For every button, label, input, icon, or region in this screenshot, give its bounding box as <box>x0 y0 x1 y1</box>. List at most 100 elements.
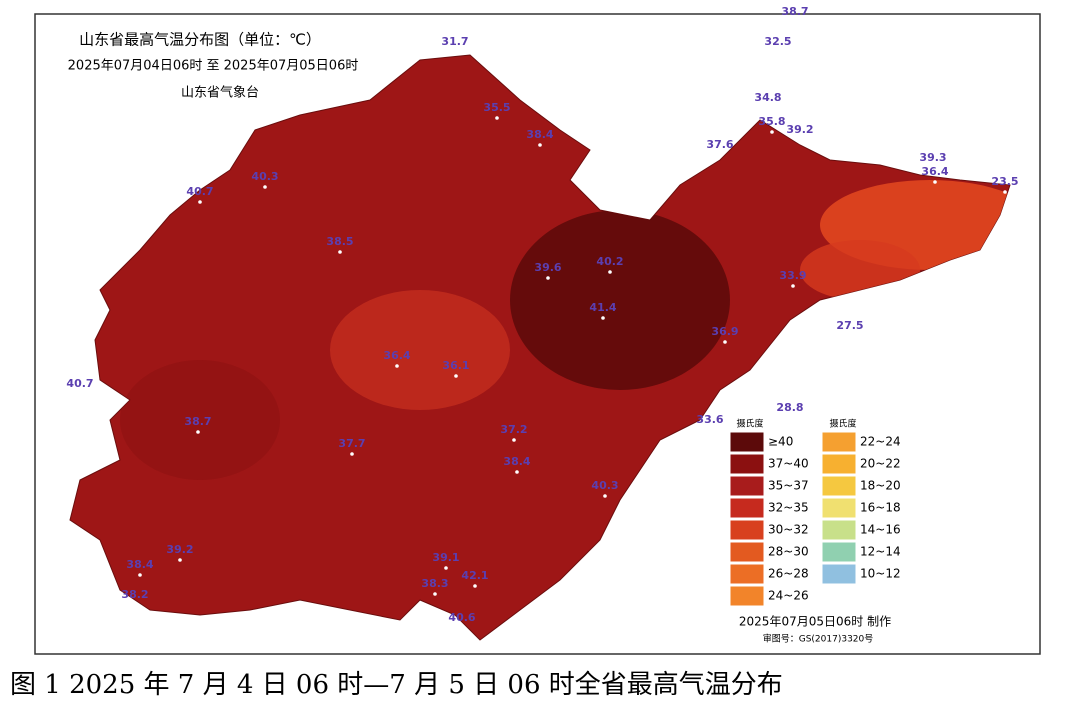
station-value: 39.2 <box>166 543 193 556</box>
station-value: 33.9 <box>779 269 806 282</box>
station-dot <box>793 20 797 24</box>
legend-label: 20~22 <box>860 457 901 471</box>
station-dot <box>601 316 605 320</box>
station-value: 34.8 <box>754 91 781 104</box>
map-period: 2025年07月04日06时 至 2025年07月05日06时 <box>68 59 359 74</box>
station-dot <box>848 334 852 338</box>
station-value: 40.6 <box>448 611 475 624</box>
station-value: 38.4 <box>126 558 153 571</box>
station-value: 36.4 <box>921 165 948 178</box>
station-dot <box>263 185 267 189</box>
legend-label: 22~24 <box>860 435 901 449</box>
station-dot <box>198 200 202 204</box>
legend-swatch <box>821 497 857 519</box>
legend-swatch <box>729 563 765 585</box>
station-dot <box>1003 190 1007 194</box>
station-value: 23.5 <box>991 175 1018 188</box>
map-review-number: 审图号：GS(2017)3320号 <box>763 633 874 645</box>
legend-swatch <box>821 431 857 453</box>
station-dot <box>178 558 182 562</box>
station-value: 38.2 <box>121 588 148 601</box>
legend-label: 37~40 <box>768 457 809 471</box>
legend-swatch <box>729 585 765 607</box>
legend-swatch <box>821 475 857 497</box>
station-value: 27.5 <box>836 319 863 332</box>
station-value: 39.2 <box>786 123 813 136</box>
legend-label: 28~30 <box>768 545 809 559</box>
station-dot <box>708 428 712 432</box>
map-footer: 2025年07月05日06时 制作 <box>739 615 891 629</box>
station-dot <box>395 364 399 368</box>
station-dot <box>138 573 142 577</box>
figure-caption: 图 1 2025 年 7 月 4 日 06 时—7 月 5 日 06 时全省最高… <box>10 670 783 700</box>
station-value: 37.6 <box>706 138 733 151</box>
station-dot <box>718 153 722 157</box>
station-dot <box>931 166 935 170</box>
station-value: 38.4 <box>526 128 553 141</box>
station-value: 40.3 <box>251 170 278 183</box>
legend-swatch <box>729 475 765 497</box>
station-value: 38.5 <box>326 235 353 248</box>
station-value: 39.1 <box>432 551 459 564</box>
temperature-zones <box>120 180 1010 480</box>
station-value: 36.4 <box>383 349 410 362</box>
legend-label: 10~12 <box>860 567 901 581</box>
station-value: 32.5 <box>764 35 791 48</box>
station-dot <box>538 143 542 147</box>
station-value: 37.7 <box>338 437 365 450</box>
station-value: 42.1 <box>461 569 488 582</box>
legend-label: 18~20 <box>860 479 901 493</box>
stations: 31.738.732.534.835.839.237.639.336.423.5… <box>66 5 1019 630</box>
legend-swatch <box>821 541 857 563</box>
legend-label: 24~26 <box>768 589 809 603</box>
legend: ≥40 37~40 35~37 32~35 30~32 28~30 26~28 24~26 22… <box>729 431 901 607</box>
station-dot <box>453 50 457 54</box>
station-dot <box>791 284 795 288</box>
station-value: 38.7 <box>781 5 808 18</box>
station-dot <box>608 270 612 274</box>
station-value: 38.4 <box>503 455 530 468</box>
legend-swatch <box>729 541 765 563</box>
station-dot <box>433 592 437 596</box>
station-dot <box>196 430 200 434</box>
map-issuer: 山东省气象台 <box>181 85 259 101</box>
station-dot <box>546 276 550 280</box>
legend-swatch <box>729 497 765 519</box>
station-dot <box>512 438 516 442</box>
legend-label: ≥40 <box>768 435 793 449</box>
legend-label: 16~18 <box>860 501 901 515</box>
legend-swatch <box>729 431 765 453</box>
legend-label: 14~16 <box>860 523 901 537</box>
station-dot <box>444 566 448 570</box>
station-value: 37.2 <box>500 423 527 436</box>
station-value: 28.8 <box>776 401 803 414</box>
station-dot <box>495 116 499 120</box>
station-dot <box>473 584 477 588</box>
station-dot <box>515 470 519 474</box>
map-title: 山东省最高气温分布图（单位：℃） <box>79 31 321 49</box>
station-value: 38.7 <box>184 415 211 428</box>
station-value: 38.3 <box>421 577 448 590</box>
legend-swatch <box>821 519 857 541</box>
station-value: 40.2 <box>596 255 623 268</box>
station-dot <box>766 106 770 110</box>
legend-swatch <box>729 453 765 475</box>
station-dot <box>798 138 802 142</box>
station-value: 40.3 <box>591 479 618 492</box>
legend-label: 32~35 <box>768 501 809 515</box>
station-value: 36.9 <box>711 325 738 338</box>
station-value: 35.5 <box>483 101 510 114</box>
legend-label: 26~28 <box>768 567 809 581</box>
station-value: 41.4 <box>589 301 616 314</box>
station-dot <box>78 392 82 396</box>
station-value: 36.1 <box>442 359 469 372</box>
station-value: 39.3 <box>919 151 946 164</box>
station-dot <box>133 603 137 607</box>
station-dot <box>770 130 774 134</box>
station-dot <box>350 452 354 456</box>
station-dot <box>338 250 342 254</box>
station-dot <box>603 494 607 498</box>
legend-label: 35~37 <box>768 479 809 493</box>
